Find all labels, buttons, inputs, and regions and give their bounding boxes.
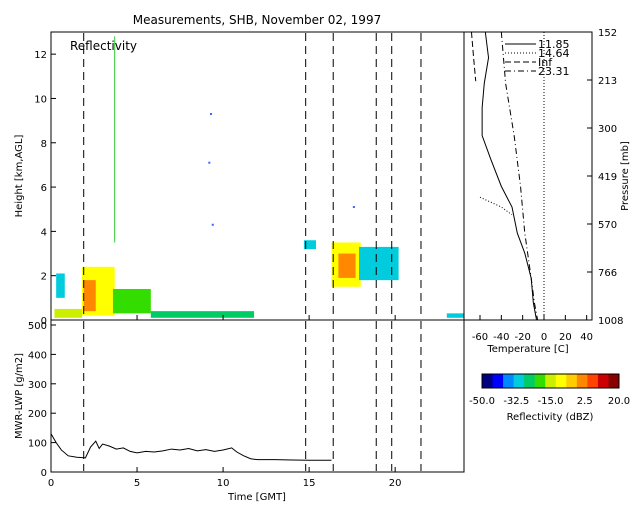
reflectivity-point-3 [352, 206, 355, 209]
colorbar-tick-label-1: -32.5 [503, 396, 529, 407]
sounding-pressure-ticks: 152 213 300 419 570 766 1008 [587, 28, 623, 327]
lwp-y-tick-label-0: 0 [41, 468, 47, 479]
colorbar-cell-4 [524, 374, 536, 388]
sounding-pressure-tick-label-5: 766 [598, 268, 617, 279]
colorbar-tick-label-3: 2.5 [577, 396, 593, 407]
sounding-x-tick-label-1: -40 [493, 332, 509, 343]
reflectivity-y-ticks: 0 2 4 6 8 10 12 [34, 50, 56, 327]
sounding-legend-label-1: 14.64 [538, 47, 570, 60]
sounding-x-axis-label: Temperature [C] [486, 344, 568, 355]
reflectivity-point-2 [211, 223, 214, 226]
colorbar-cell-6 [545, 374, 557, 388]
reflectivity-y-tick-label-4: 8 [41, 139, 47, 150]
lwp-x-tick-label-1: 5 [134, 478, 140, 489]
colorbar-cell-8 [566, 374, 578, 388]
reflectivity-cell-1 [56, 273, 65, 298]
reflectivity-cell-3 [83, 280, 96, 312]
sounding-pressure-tick-label-2: 300 [598, 124, 617, 135]
sounding-series-line-2 [470, 31, 477, 82]
colorbar-cell-10 [587, 374, 599, 388]
reflectivity-cell-8 [338, 253, 356, 278]
reflectivity-cell-9 [359, 246, 399, 281]
reflectivity-cell-5 [150, 311, 255, 318]
lwp-y-ticks: 0 100 200 300 400 500 [28, 321, 56, 479]
colorbar-tick-label-4: 20.0 [608, 396, 630, 407]
reflectivity-cell-0 [54, 308, 82, 318]
colorbar-cell-0 [482, 374, 494, 388]
reflectivity-y-tick-label-6: 12 [34, 50, 47, 61]
lwp-dashed-lines [83, 321, 422, 471]
colorbar-cell-3 [513, 374, 525, 388]
reflectivity-dashed-lines [83, 33, 422, 319]
reflectivity-y-tick-label-3: 6 [41, 183, 47, 194]
lwp-x-axis-label: Time [GMT] [227, 492, 286, 503]
sounding-x-tick-label-4: 20 [559, 332, 572, 343]
sounding-pressure-tick-label-4: 570 [598, 220, 617, 231]
lwp-y-tick-label-5: 500 [28, 321, 47, 332]
lwp-y-tick-label-1: 100 [28, 439, 47, 450]
colorbar-cells [482, 374, 620, 388]
lwp-y-tick-label-4: 400 [28, 350, 47, 361]
sounding-lines [470, 31, 545, 321]
sounding-right-axis-label: Pressure [mb] [620, 141, 631, 211]
lwp-x-ticks: 0 5 10 15 20 [48, 467, 402, 489]
lwp-x-tick-label-0: 0 [48, 478, 54, 489]
sounding-x-ticks: -60 -40 -20 0 20 40 [472, 315, 593, 343]
sounding-pressure-tick-label-6: 1008 [598, 316, 623, 327]
lwp-x-tick-label-2: 10 [217, 478, 230, 489]
colorbar-tick-label-2: -15.0 [538, 396, 564, 407]
reflectivity-point-0 [210, 112, 213, 115]
colorbar-cell-11 [597, 374, 609, 388]
lwp-y-tick-label-2: 200 [28, 409, 47, 420]
lwp-y-tick-label-3: 300 [28, 380, 47, 391]
colorbar-cell-1 [492, 374, 504, 388]
lwp-series-line [50, 433, 332, 461]
lwp-panel: 0 100 200 300 400 500 0 5 10 15 20 Time [GMT] MWR… [14, 319, 465, 503]
reflectivity-panel: 0 2 4 6 8 10 12 Reflectivity Height [km,AGL] [14, 31, 465, 327]
colorbar: -50.0 -32.5 -15.0 2.5 20.0 Reflectivity (dBZ… [469, 373, 630, 423]
colorbar-cell-2 [503, 374, 515, 388]
main-title: Measurements, SHB, November 02, 1997 [133, 13, 381, 27]
sounding-pressure-tick-label-1: 213 [598, 76, 617, 87]
reflectivity-y-axis-label: Height [km,AGL] [14, 135, 25, 218]
sounding-x-tick-label-0: -60 [472, 332, 488, 343]
colorbar-cell-12 [608, 374, 620, 388]
sounding-pressure-tick-label-3: 419 [598, 172, 617, 183]
colorbar-ticks: -50.0 -32.5 -15.0 2.5 20.0 [469, 396, 630, 407]
sounding-x-tick-label-3: 0 [541, 332, 547, 343]
colorbar-label: Reflectivity (dBZ) [507, 412, 594, 423]
colorbar-cell-7 [555, 374, 567, 388]
reflectivity-panel-title: Reflectivity [70, 39, 137, 53]
lwp-y-axis-label: MWR-LWP [g/m2] [14, 353, 25, 439]
sounding-legend-label-0: 11.85 [538, 38, 570, 51]
colorbar-tick-label-0: -50.0 [469, 396, 495, 407]
sounding-legend-label-2: Inf [538, 56, 553, 69]
reflectivity-cells [54, 36, 464, 318]
reflectivity-x-ticks [50, 315, 396, 320]
reflectivity-cell-6 [303, 240, 317, 250]
lwp-x-tick-label-3: 15 [303, 478, 316, 489]
lwp-x-tick-label-4: 20 [389, 478, 402, 489]
sounding-x-tick-label-5: 40 [580, 332, 593, 343]
reflectivity-y-tick-label-0: 0 [41, 316, 47, 327]
colorbar-cell-9 [576, 374, 588, 388]
sounding-legend-label-3: 23.31 [538, 65, 570, 78]
reflectivity-point-1 [208, 161, 211, 164]
colorbar-cell-5 [534, 374, 546, 388]
reflectivity-cell-10 [446, 313, 464, 318]
reflectivity-y-tick-label-5: 10 [34, 94, 47, 105]
reflectivity-y-tick-label-2: 4 [41, 227, 47, 238]
reflectivity-cell-4 [112, 288, 151, 314]
reflectivity-y-tick-label-1: 2 [41, 272, 47, 283]
sounding-x-tick-label-2: -20 [514, 332, 530, 343]
sounding-pressure-tick-label-0: 152 [598, 28, 617, 39]
